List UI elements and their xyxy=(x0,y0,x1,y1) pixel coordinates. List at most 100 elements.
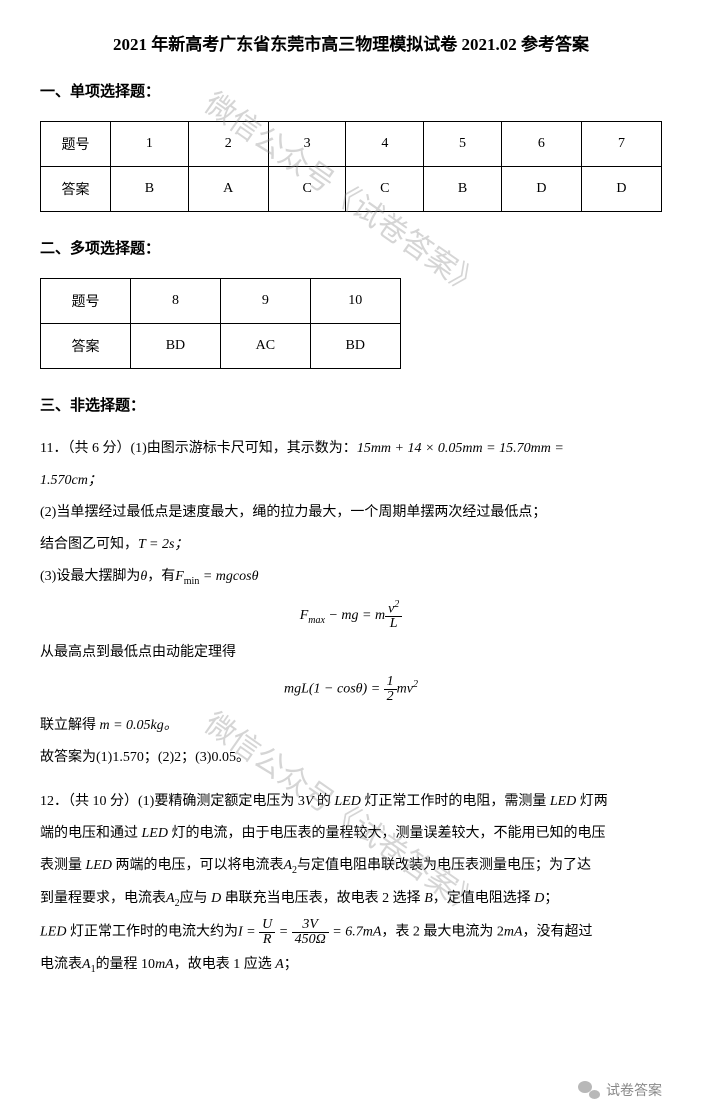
text: 的 xyxy=(313,794,334,809)
answer-cell: B xyxy=(424,167,502,212)
denominator: R xyxy=(259,933,275,947)
table-row: 答案 B A C C B D D xyxy=(41,167,662,212)
var-d: D xyxy=(534,891,544,906)
col-num: 8 xyxy=(131,279,221,324)
unit: mA xyxy=(504,925,523,940)
row-header: 题号 xyxy=(41,122,111,167)
col-num: 6 xyxy=(501,122,581,167)
superscript: 2 xyxy=(394,599,399,610)
row-header: 答案 xyxy=(41,167,111,212)
subscript: max xyxy=(308,615,325,626)
text: 灯的电流，由于电压表的量程较大，测量误差较大，不能用已知的电压 xyxy=(168,826,606,841)
f-right: mv xyxy=(397,682,413,697)
f-mid: − mg = m xyxy=(325,608,385,623)
footer-watermark: 试卷答案 xyxy=(578,1080,662,1100)
section1-heading: 一、单项选择题： xyxy=(40,80,662,101)
multi-choice-table: 题号 8 9 10 答案 BD AC BD xyxy=(40,278,401,369)
q11-line3: (2)当单摆经过最低点是速度最大，绳的拉力最大，一个周期单摆两次经过最低点； xyxy=(40,499,662,527)
var-d: D xyxy=(211,891,221,906)
row-header: 答案 xyxy=(41,324,131,369)
fraction: 12 xyxy=(384,675,397,704)
denominator: 2 xyxy=(384,690,397,704)
answer-cell: D xyxy=(501,167,581,212)
footer-wm-text: 试卷答案 xyxy=(606,1080,662,1100)
text: ，有 xyxy=(147,569,175,584)
led: LED xyxy=(550,794,576,809)
answer-cell: BD xyxy=(131,324,221,369)
text: 联立解得 xyxy=(40,718,100,733)
subscript: min xyxy=(184,576,200,587)
q12-content: 12．（共 10 分）(1)要精确测定额定电压为 3V 的 LED 灯正常工作时… xyxy=(40,788,662,979)
table-row: 题号 1 2 3 4 5 6 7 xyxy=(41,122,662,167)
text: 电流表 xyxy=(40,957,82,972)
text: 两端的电压，可以将电流表 xyxy=(112,858,284,873)
var-a: A xyxy=(275,957,284,972)
answer-cell: C xyxy=(268,167,346,212)
f-left: mgL(1 − cosθ) = xyxy=(284,682,384,697)
math: m = 0.05kg。 xyxy=(100,718,178,733)
f-var: F xyxy=(300,608,309,623)
text: ； xyxy=(544,891,558,906)
q11-line6: 从最高点到最低点由动能定理得 xyxy=(40,639,662,667)
var-a: A xyxy=(283,858,292,873)
text: ，没有超过 xyxy=(523,925,593,940)
page-title: 2021 年新高考广东省东莞市高三物理模拟试卷 2021.02 参考答案 xyxy=(40,30,662,55)
numerator: v2 xyxy=(385,600,402,618)
answer-cell: BD xyxy=(310,324,400,369)
q12-line4: 到量程要求，电流表A2应与 D 串联充当电压表，故电表 2 选择 B，定值电阻选… xyxy=(40,885,662,914)
fraction: UR xyxy=(259,918,275,947)
answer-cell: A xyxy=(188,167,268,212)
numerator: 1 xyxy=(384,675,397,690)
math: 15mm + 14 × 0.05mm = 15.70mm = xyxy=(357,441,564,456)
led: LED xyxy=(142,826,168,841)
text: 灯正常工作时的电流大约为 xyxy=(66,925,238,940)
math: F xyxy=(175,569,184,584)
q11-content: 11．（共 6 分）(1)由图示游标卡尺可知，其示数为：15mm + 14 × … xyxy=(40,435,662,772)
q11-line7: 联立解得 m = 0.05kg。 xyxy=(40,712,662,740)
q12-line2: 端的电压和通过 LED 灯的电流，由于电压表的量程较大，测量误差较大，不能用已知… xyxy=(40,820,662,848)
col-num: 4 xyxy=(346,122,424,167)
wechat-icon xyxy=(578,1081,600,1099)
section2-heading: 二、多项选择题： xyxy=(40,237,662,258)
table-row: 答案 BD AC BD xyxy=(41,324,401,369)
var-a: A xyxy=(82,957,91,972)
math: = mgcosθ xyxy=(199,569,258,584)
led: LED xyxy=(86,858,112,873)
text: 的量程 10 xyxy=(96,957,156,972)
unit: mA xyxy=(155,957,174,972)
text: 灯两 xyxy=(576,794,608,809)
col-num: 2 xyxy=(188,122,268,167)
q11-formula2: mgL(1 − cosθ) = 12mv2 xyxy=(40,675,662,704)
row-header: 题号 xyxy=(41,279,131,324)
q12-line3: 表测量 LED 两端的电压，可以将电流表A2与定值电阻串联改装为电压表测量电压；… xyxy=(40,852,662,881)
answer-cell: AC xyxy=(220,324,310,369)
col-num: 10 xyxy=(310,279,400,324)
text: ，定值电阻选择 xyxy=(433,891,535,906)
math: I = xyxy=(238,925,259,940)
q11-line2: 1.570cm； xyxy=(40,467,662,495)
led: LED xyxy=(334,794,360,809)
q11-line4: 结合图乙可知，T = 2s； xyxy=(40,531,662,559)
var-b: B xyxy=(424,891,433,906)
text: 与定值电阻串联改装为电压表测量电压；为了达 xyxy=(297,858,591,873)
answer-cell: D xyxy=(581,167,661,212)
text: 到量程要求，电流表 xyxy=(40,891,166,906)
var-a: A xyxy=(166,891,175,906)
single-choice-table: 题号 1 2 3 4 5 6 7 答案 B A C C B D D xyxy=(40,121,662,212)
text: 12．（共 10 分）(1)要精确测定额定电压为 3 xyxy=(40,794,305,809)
math: 1.570cm； xyxy=(40,473,102,488)
answer-cell: C xyxy=(346,167,424,212)
superscript: 2 xyxy=(413,680,418,691)
answer-cell: B xyxy=(111,167,189,212)
numerator: U xyxy=(259,918,275,933)
text: 结合图乙可知， xyxy=(40,537,138,552)
text: 应与 xyxy=(180,891,212,906)
q11-line5: (3)设最大摆脚为θ，有Fmin = mgcosθ xyxy=(40,563,662,592)
text: (3)设最大摆脚为 xyxy=(40,569,140,584)
fraction: 3V450Ω xyxy=(292,918,329,947)
text: ； xyxy=(284,957,298,972)
col-num: 3 xyxy=(268,122,346,167)
q12-line6: 电流表A1的量程 10mA，故电表 1 应选 A； xyxy=(40,951,662,980)
math: = 6.7mA xyxy=(329,925,382,940)
q11-line1: 11．（共 6 分）(1)由图示游标卡尺可知，其示数为：15mm + 14 × … xyxy=(40,435,662,463)
